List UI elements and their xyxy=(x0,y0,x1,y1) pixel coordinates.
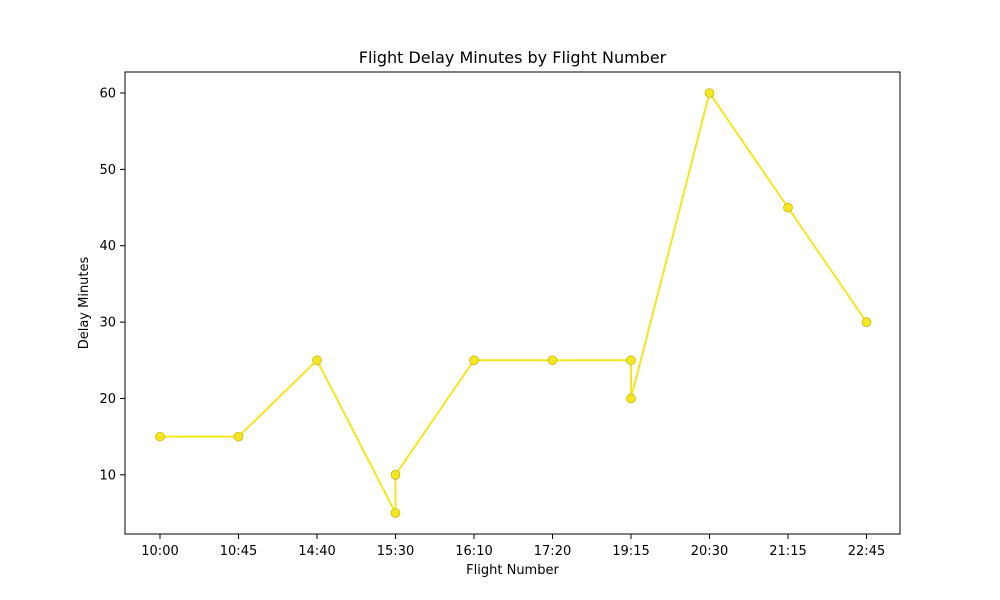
plot-area xyxy=(124,71,901,535)
y-tick-label: 40 xyxy=(99,239,116,254)
data-point xyxy=(626,355,636,366)
data-point xyxy=(783,202,793,213)
y-tick-label: 30 xyxy=(99,316,116,331)
y-tick-label: 20 xyxy=(99,392,116,407)
x-tick-label: 14:40 xyxy=(298,544,335,559)
x-tick-label: 22:45 xyxy=(848,544,885,559)
data-point xyxy=(155,431,165,442)
y-tick-label: 10 xyxy=(99,468,116,483)
x-tick-label: 20:30 xyxy=(691,544,728,559)
data-point xyxy=(626,393,636,404)
x-tick-label: 15:30 xyxy=(377,544,414,559)
x-tick-label: 21:15 xyxy=(769,544,806,559)
data-point xyxy=(312,355,322,366)
y-axis: 10 20 30 40 50 60 xyxy=(99,87,125,483)
data-point xyxy=(390,470,401,480)
x-tick-label: 19:15 xyxy=(612,544,649,559)
series-group xyxy=(155,88,872,518)
x-tick-label: 17:20 xyxy=(534,544,571,559)
series-line xyxy=(160,90,868,514)
data-point xyxy=(390,508,401,518)
x-axis-label: Flight Number xyxy=(466,563,559,578)
data-point xyxy=(547,355,558,366)
data-point xyxy=(233,431,244,442)
x-tick-label: 16:10 xyxy=(455,544,492,559)
data-point xyxy=(704,88,715,98)
x-tick-label: 10:45 xyxy=(220,544,257,559)
y-tick-label: 60 xyxy=(99,87,116,102)
x-axis: 10:00 10:45 14:40 15:30 16:10 17:20 19:15 20:30… xyxy=(141,534,885,559)
chart-title: Flight Delay Minutes by Flight Number xyxy=(359,48,667,67)
y-axis-label: Delay Minutes xyxy=(77,256,92,349)
x-tick-label: 10:00 xyxy=(141,544,178,559)
data-point xyxy=(469,355,479,366)
y-tick-label: 50 xyxy=(99,163,116,178)
data-point xyxy=(861,317,872,327)
